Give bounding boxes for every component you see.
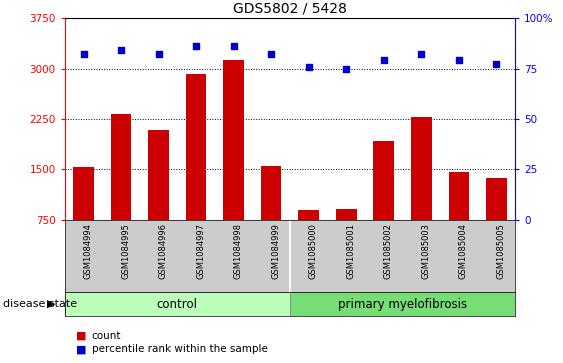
Point [454, 58, 463, 64]
Title: GDS5802 / 5428: GDS5802 / 5428 [233, 1, 347, 16]
Bar [449, 172, 469, 270]
Point [117, 48, 126, 53]
Text: ■: ■ [76, 331, 87, 341]
Bar [336, 209, 356, 270]
Bar [261, 166, 282, 270]
Point [229, 44, 238, 49]
Text: GSM1085004: GSM1085004 [459, 223, 468, 279]
Text: percentile rank within the sample: percentile rank within the sample [92, 344, 267, 354]
Bar [486, 178, 507, 270]
Bar [373, 141, 394, 270]
Bar [148, 130, 169, 270]
Bar [65, 292, 290, 316]
Text: ▶: ▶ [47, 299, 55, 309]
Text: GSM1084994: GSM1084994 [83, 223, 92, 279]
Bar [73, 167, 94, 270]
Text: ■: ■ [76, 344, 87, 354]
Bar [290, 292, 515, 316]
Text: primary myelofibrosis: primary myelofibrosis [338, 298, 467, 310]
Point [304, 64, 313, 69]
Text: GSM1085005: GSM1085005 [497, 223, 506, 279]
Point [342, 66, 351, 72]
Text: control: control [157, 298, 198, 310]
Point [379, 58, 388, 64]
Point [267, 52, 276, 57]
Text: GSM1084996: GSM1084996 [159, 223, 168, 279]
Point [79, 52, 88, 57]
Text: GSM1085000: GSM1085000 [309, 223, 318, 279]
Point [154, 52, 163, 57]
Text: GSM1084998: GSM1084998 [234, 223, 243, 279]
Text: GSM1085003: GSM1085003 [421, 223, 430, 279]
Bar [111, 114, 131, 270]
Text: GSM1085001: GSM1085001 [346, 223, 355, 279]
Text: GSM1084997: GSM1084997 [196, 223, 205, 279]
Bar [411, 117, 432, 270]
Text: GSM1084995: GSM1084995 [121, 223, 130, 279]
Bar [186, 74, 207, 270]
Point [417, 52, 426, 57]
Text: GSM1084999: GSM1084999 [271, 223, 280, 279]
Text: disease state: disease state [3, 299, 77, 309]
Text: count: count [92, 331, 121, 341]
Bar [298, 210, 319, 270]
Text: GSM1085002: GSM1085002 [384, 223, 393, 279]
Point [492, 62, 501, 68]
Point [191, 44, 200, 49]
Bar [224, 60, 244, 270]
